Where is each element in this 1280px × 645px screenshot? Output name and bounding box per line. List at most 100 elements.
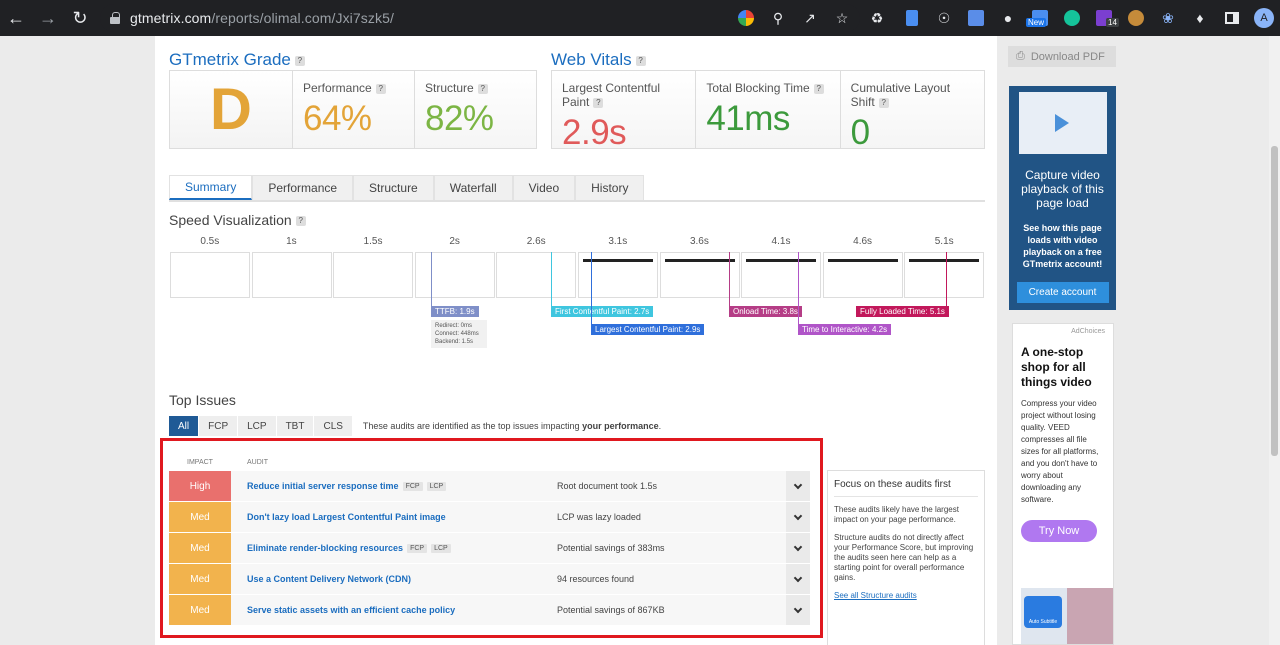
filmstrip-frame	[578, 252, 658, 298]
grade-title: GTmetrix Grade?	[169, 50, 305, 70]
metric-value: 0	[850, 113, 870, 152]
filter-tbt[interactable]: TBT	[276, 416, 315, 436]
audit-name[interactable]: Don't lazy load Largest Contentful Paint…	[247, 512, 446, 522]
address-bar[interactable]: gtmetrix.com/reports/olimal.com/Jxi7szk5…	[100, 4, 860, 32]
veed-ad[interactable]: AdChoices A one-stop shop for all things…	[1012, 323, 1114, 645]
sidepanel-icon[interactable]	[1216, 6, 1248, 30]
filmstrip-frame	[904, 252, 985, 298]
translate-icon[interactable]	[960, 6, 992, 30]
audit-row[interactable]: Med Use a Content Delivery Network (CDN) 9…	[169, 564, 810, 594]
page-scrollbar[interactable]	[1269, 36, 1280, 645]
timing-marker-line	[591, 252, 592, 324]
tab-summary[interactable]: Summary	[169, 175, 253, 200]
help-icon[interactable]: ?	[477, 83, 488, 94]
purple-ext-icon[interactable]: 14	[1088, 6, 1120, 30]
avatar: A	[1254, 8, 1274, 28]
timeline-tick: 1.5s	[363, 236, 383, 247]
share-icon[interactable]: ↗	[804, 9, 816, 26]
tab-performance[interactable]: Performance	[252, 175, 354, 200]
metric-chip: LCP	[431, 543, 451, 553]
zoom-icon[interactable]: ⚲	[772, 9, 784, 26]
try-now-button[interactable]: Try Now	[1021, 520, 1097, 542]
adchoices-label[interactable]: AdChoices	[1071, 328, 1105, 335]
filter-lcp[interactable]: LCP	[238, 416, 277, 436]
timeline-tick: 0.5s	[200, 236, 220, 247]
globe-icon[interactable]: ☉	[937, 9, 951, 26]
expand-button[interactable]	[786, 471, 810, 501]
audit-row[interactable]: High Reduce initial server response time F…	[169, 471, 810, 501]
help-icon[interactable]: ?	[593, 97, 604, 108]
metric-chip: LCP	[426, 481, 447, 491]
camera-icon[interactable]: ●	[1003, 10, 1013, 26]
audit-name[interactable]: Use a Content Delivery Network (CDN)	[247, 574, 412, 584]
create-account-button[interactable]: Create account	[1016, 282, 1109, 303]
promo-headline: Capture video playback of this page load	[1021, 168, 1104, 210]
timing-marker-line	[431, 252, 432, 306]
help-icon[interactable]: ?	[295, 216, 306, 227]
timeline-tick: 3.1s	[608, 236, 628, 247]
audit-row[interactable]: Med Don't lazy load Largest Contentful Pa…	[169, 502, 810, 532]
metric-label: Total Blocking Time	[706, 81, 810, 95]
focus-text: These audits likely have the largest imp…	[834, 505, 959, 524]
filter-cls[interactable]: CLS	[314, 416, 353, 436]
audit-name[interactable]: Eliminate render-blocking resources FCP LC…	[231, 543, 557, 553]
help-icon[interactable]: ?	[375, 83, 386, 94]
timeline-tick: 1s	[286, 236, 297, 247]
report-tabs: Summary Performance Structure Waterfall …	[169, 175, 985, 202]
help-icon[interactable]: ?	[635, 55, 646, 66]
help-icon[interactable]: ?	[878, 97, 889, 108]
filter-all[interactable]: All	[169, 416, 200, 436]
browser-toolbar: ← → ↻ gtmetrix.com/reports/olimal.com/Jx…	[0, 0, 1280, 36]
swirl-icon[interactable]: ❀	[1162, 9, 1174, 26]
google-icon[interactable]	[730, 6, 762, 30]
puzzle-icon[interactable]: ♦	[1196, 10, 1204, 26]
ttfb-connect: Connect: 448ms	[435, 331, 479, 337]
help-icon[interactable]: ?	[813, 83, 824, 94]
audit-name[interactable]: Serve static assets with an efficient ca…	[247, 605, 456, 615]
forward-arrow-icon[interactable]: →	[39, 7, 57, 28]
audit-table: IMPACT AUDIT High Reduce initial server r…	[169, 454, 810, 625]
timing-marker-line	[729, 252, 730, 306]
vitals-panel: Largest Contentful Paint? 2.9s Total Blo…	[551, 70, 985, 152]
tab-waterfall[interactable]: Waterfall	[433, 175, 513, 200]
timeline-tick: 4.1s	[771, 236, 791, 247]
audit-row[interactable]: Med Eliminate render-blocking resources FC…	[169, 533, 810, 563]
download-pdf-button[interactable]: ⎙ Download PDF	[1008, 46, 1116, 67]
tab-video[interactable]: Video	[512, 175, 576, 200]
expand-button[interactable]	[786, 533, 810, 563]
expand-button[interactable]	[786, 502, 810, 532]
filmstrip-frame	[659, 252, 740, 298]
back-arrow-icon[interactable]: ←	[7, 7, 25, 28]
recycle-icon[interactable]: ♻	[870, 9, 884, 26]
grammarly-icon[interactable]	[1056, 6, 1088, 30]
tab-history[interactable]: History	[575, 175, 645, 200]
timing-marker-line	[946, 252, 947, 306]
metric-value: 64%	[303, 99, 372, 138]
audit-row[interactable]: Med Serve static assets with an efficient…	[169, 595, 810, 625]
profile-avatar[interactable]: A	[1248, 6, 1280, 30]
timing-marker-label: Onload Time: 3.8s	[729, 306, 802, 317]
ad-headline: A one-stop shop for all things video	[1021, 345, 1092, 389]
help-icon[interactable]: ?	[294, 55, 305, 66]
video-thumbnail	[1018, 92, 1107, 154]
see-all-structure-link[interactable]: See all Structure audits	[834, 591, 917, 600]
expand-button[interactable]	[786, 595, 810, 625]
url-text: gtmetrix.com/reports/olimal.com/Jxi7szk5…	[130, 10, 394, 26]
ext-icon[interactable]	[1120, 6, 1152, 30]
impact-badge: Med	[169, 533, 231, 563]
metric-lcp: Largest Contentful Paint? 2.9s	[552, 71, 697, 152]
vitals-title: Web Vitals?	[551, 50, 646, 70]
audit-name[interactable]: Reduce initial server response time FCP LC…	[231, 481, 557, 491]
filter-fcp[interactable]: FCP	[199, 416, 239, 436]
filmstrip	[169, 252, 985, 298]
reload-icon[interactable]: ↻	[72, 7, 88, 28]
doc-icon[interactable]	[896, 6, 928, 30]
star-icon[interactable]: ☆	[835, 9, 849, 26]
expand-button[interactable]	[786, 564, 810, 594]
ad-body: Compress your video project without losi…	[1021, 399, 1099, 504]
new-ext-icon[interactable]: New	[1024, 6, 1056, 30]
tab-structure[interactable]: Structure	[353, 175, 434, 200]
header-impact: IMPACT	[187, 458, 213, 466]
count-badge: 14	[1106, 18, 1119, 27]
scrollbar-thumb[interactable]	[1271, 146, 1278, 456]
